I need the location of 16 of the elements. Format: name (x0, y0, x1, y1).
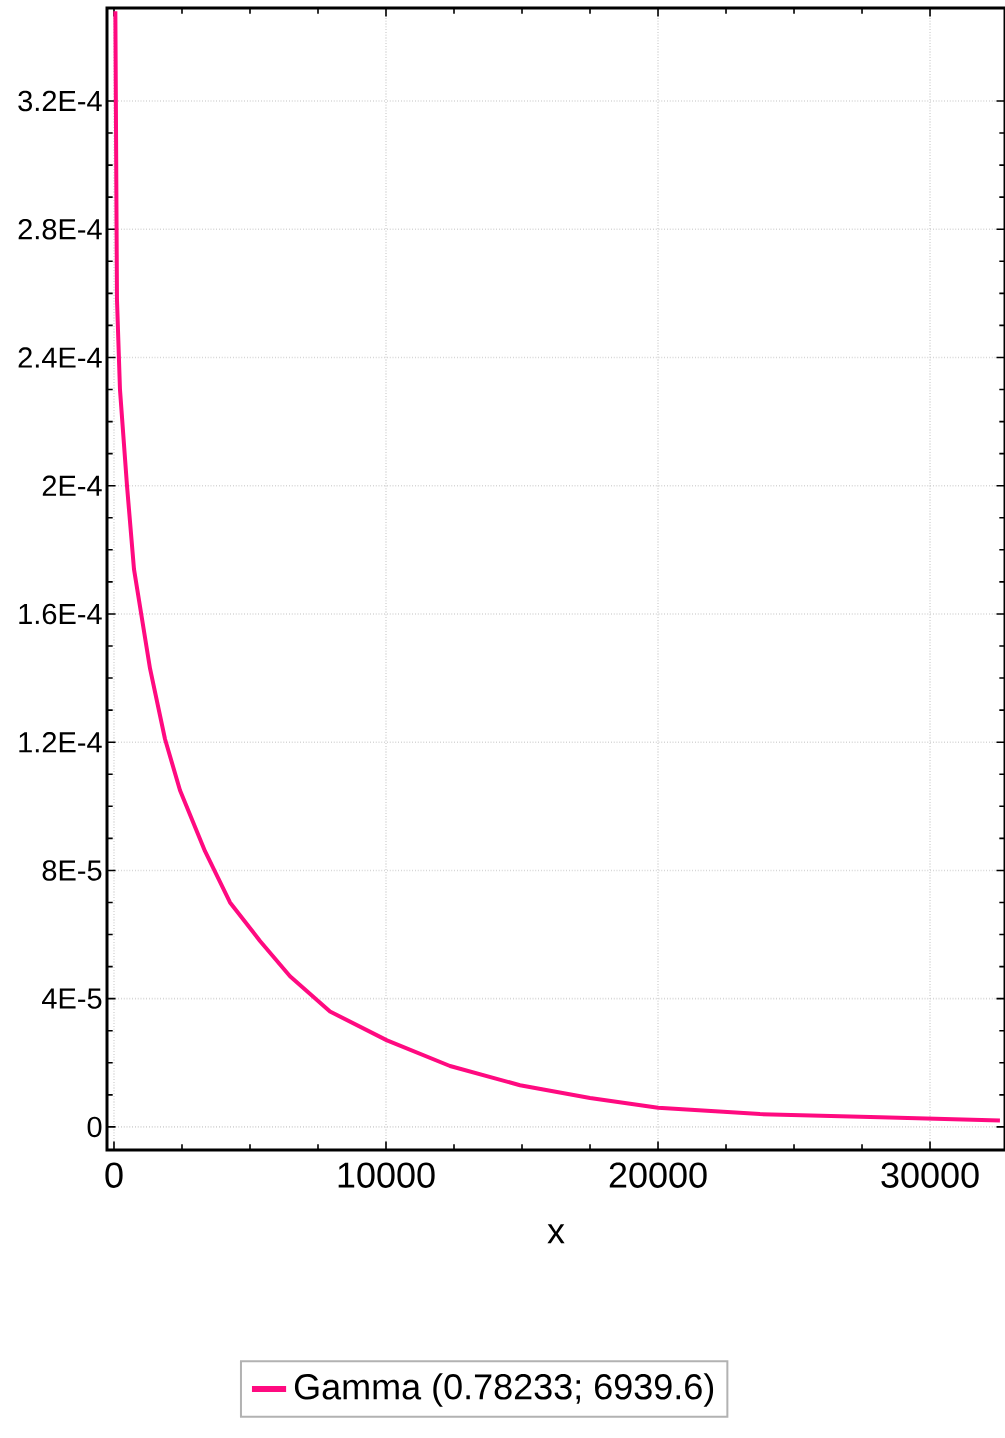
y-tick-label: 1.2E-4 (19, 732, 102, 753)
y-tick-label: 2.4E-4 (18, 347, 102, 368)
y-tick-label: 3.2E-4 (18, 90, 102, 112)
y-tick-label: 0 (87, 1116, 102, 1138)
y-tick-label: 2.8E-4 (18, 218, 102, 240)
x-axis-title: x (547, 1224, 565, 1244)
x-tick-label: 10000 (338, 1162, 435, 1188)
y-tick-label: 8E-5 (42, 860, 102, 881)
line-series (113, 9, 1002, 1123)
x-tick-label: 0 (105, 1162, 123, 1188)
y-tick-label: 1.6E-4 (19, 603, 102, 625)
y-tick-label: 4E-5 (42, 988, 102, 1009)
legend-label: Gamma (0.78233; 6939.6) (294, 1373, 714, 1407)
x-tick-label: 20000 (609, 1162, 707, 1188)
x-tick-label: 30000 (881, 1162, 979, 1188)
y-tick-label: 2E-4 (42, 475, 102, 496)
